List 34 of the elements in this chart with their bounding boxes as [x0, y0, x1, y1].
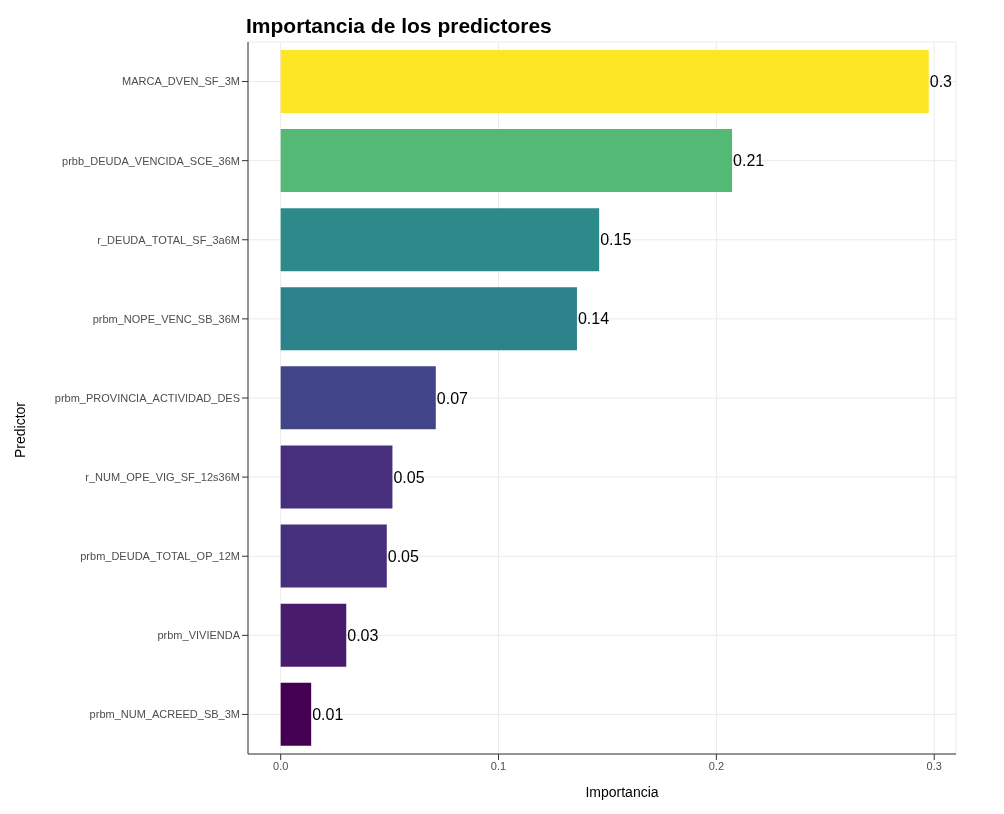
bar	[280, 129, 733, 193]
x-tick-label: 0.1	[490, 759, 507, 772]
data-label: 0.03	[347, 626, 379, 644]
data-label: 0.01	[312, 705, 344, 723]
bar	[280, 524, 387, 588]
data-label: 0.05	[387, 547, 420, 565]
x-tick-label: 0.3	[926, 759, 942, 772]
bar	[280, 445, 393, 509]
bar	[280, 208, 600, 272]
bar	[280, 49, 929, 113]
data-label: 0.05	[393, 468, 425, 486]
x-axis-title: Importancia	[584, 784, 660, 800]
y-tick-label: prbm_DEUDA_TOTAL_OP_12M	[80, 550, 240, 563]
y-tick-label: prbm_NUM_ACREED_SB_3M	[89, 708, 240, 721]
y-axis-title: Predictor	[12, 401, 28, 458]
data-label: 0.3	[929, 73, 953, 91]
y-tick-label: MARCA_DVEN_SF_3M	[122, 75, 240, 88]
x-tick-label: 0.2	[708, 759, 725, 772]
y-tick-label: prbm_VIVIENDA	[157, 629, 241, 642]
bar	[280, 366, 436, 430]
bar	[280, 603, 347, 667]
data-label: 0.21	[733, 152, 765, 170]
bar	[280, 682, 312, 746]
data-label: 0.15	[600, 231, 632, 249]
chart-title: Importancia de los predictores	[246, 14, 552, 38]
y-tick-label: r_NUM_OPE_VIG_SF_12s36M	[85, 471, 240, 484]
data-label: 0.07	[436, 389, 469, 407]
bar	[280, 287, 577, 351]
y-tick-label: prbm_NOPE_VENC_SB_36M	[92, 312, 240, 325]
y-tick-label: prbm_PROVINCIA_ACTIVIDAD_DES	[54, 391, 240, 404]
y-tick-label: r_DEUDA_TOTAL_SF_3a6M	[97, 233, 240, 246]
data-label: 0.14	[577, 310, 610, 328]
y-tick-label: prbb_DEUDA_VENCIDA_SCE_36M	[62, 154, 240, 167]
x-tick-label: 0.0	[273, 759, 289, 772]
